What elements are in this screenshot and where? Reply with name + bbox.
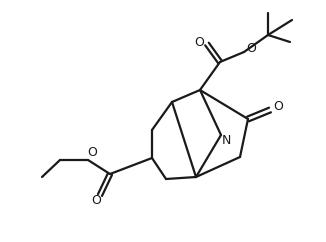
- Text: O: O: [246, 43, 256, 55]
- Text: O: O: [87, 145, 97, 159]
- Text: N: N: [221, 134, 231, 146]
- Text: O: O: [194, 37, 204, 50]
- Text: O: O: [273, 99, 283, 113]
- Text: O: O: [91, 194, 101, 206]
